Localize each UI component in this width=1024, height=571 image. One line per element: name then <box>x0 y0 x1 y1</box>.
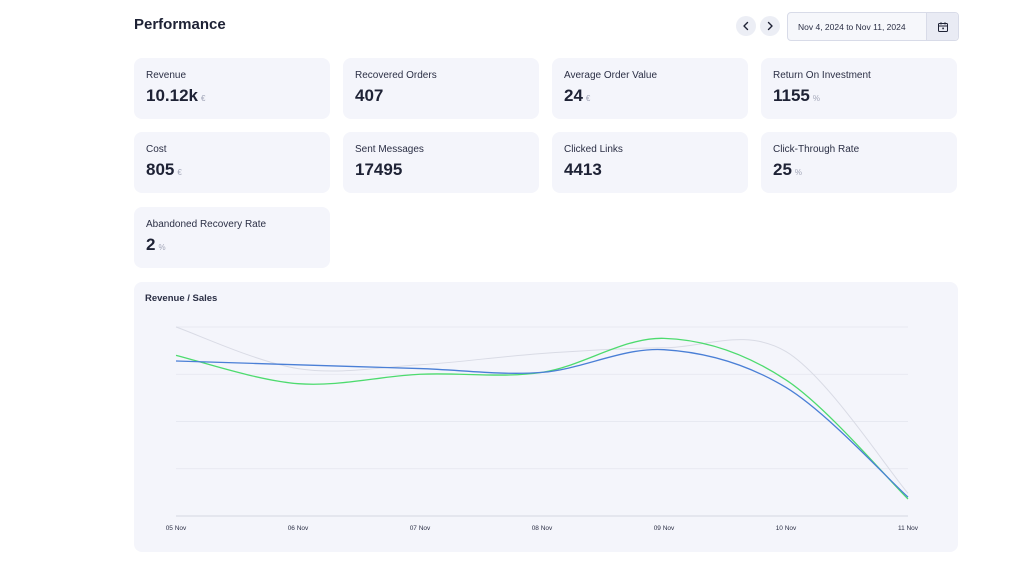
kpi-label: Cost <box>146 144 167 155</box>
x-tick-label: 08 Nov <box>532 525 553 532</box>
kpi-card-average-order-value: Average Order Value 24 € <box>552 58 748 119</box>
calendar-icon <box>937 21 948 32</box>
kpi-value: 407 <box>355 86 384 105</box>
x-tick-label: 05 Nov <box>166 525 187 532</box>
kpi-unit: € <box>177 168 182 177</box>
series-line-1 <box>175 337 909 500</box>
kpi-card-abandoned-recovery-rate: Abandoned Recovery Rate 2% <box>134 207 330 268</box>
date-range-picker[interactable]: Nov 4, 2024 to Nov 11, 2024 <box>787 12 959 41</box>
series-line-0 <box>175 348 909 498</box>
x-tick-label: 09 Nov <box>654 525 675 532</box>
kpi-unit: % <box>158 243 166 252</box>
x-tick-label: 07 Nov <box>410 525 431 532</box>
kpi-label: Sent Messages <box>355 144 424 155</box>
kpi-card-recovered-orders: Recovered Orders 407 <box>343 58 539 119</box>
kpi-card-sent-messages: Sent Messages 17495 <box>343 132 539 193</box>
chevron-right-icon <box>767 21 773 31</box>
calendar-button[interactable] <box>926 13 958 40</box>
chart-title: Revenue / Sales <box>145 293 218 304</box>
kpi-label: Recovered Orders <box>355 70 437 81</box>
kpi-label: Revenue <box>146 70 187 81</box>
kpi-card-cost: Cost 805 € <box>134 132 330 193</box>
kpi-card-click-through-rate: Click-Through Rate 25% <box>761 132 957 193</box>
kpi-unit: € <box>585 94 591 103</box>
kpi-unit: % <box>794 168 803 177</box>
kpi-card-revenue: Revenue 10.12k € <box>134 58 330 119</box>
page-title: Performance <box>134 16 226 33</box>
prev-period-button[interactable] <box>736 16 756 36</box>
kpi-label: Average Order Value <box>564 70 658 81</box>
next-period-button[interactable] <box>760 16 780 36</box>
kpi-value: 17495 <box>355 160 403 179</box>
x-tick-label: 11 Nov <box>898 525 919 532</box>
kpi-unit: € <box>201 94 206 103</box>
kpi-card-clicked-links: Clicked Links 4413 <box>552 132 748 193</box>
kpi-label: Return On Investment <box>773 70 871 81</box>
date-range-text[interactable]: Nov 4, 2024 to Nov 11, 2024 <box>798 21 906 32</box>
line-chart: 05 Nov 06 Nov 07 Nov 08 Nov 09 Nov 10 Nov 11 N… <box>166 326 919 532</box>
kpi-value: 805 <box>146 160 175 179</box>
kpi-value: 25 <box>773 160 792 179</box>
kpi-value: 10.12k <box>146 86 198 105</box>
series-line-2 <box>175 326 909 494</box>
kpi-value: 1155 <box>773 86 810 105</box>
kpi-value: 2 <box>146 235 156 254</box>
revenue-sales-chart: Revenue / Sales 05 Nov 06 Nov 07 Nov 08 Nov… <box>134 282 958 552</box>
chevron-left-icon <box>743 21 749 31</box>
x-tick-label: 06 Nov <box>288 525 309 532</box>
kpi-value: 24 <box>564 86 583 105</box>
kpi-value: 4413 <box>564 160 602 179</box>
kpi-label: Click-Through Rate <box>773 144 860 155</box>
kpi-unit: % <box>812 94 821 103</box>
kpi-card-return-on-investment: Return On Investment 1155% <box>761 58 957 119</box>
kpi-label: Clicked Links <box>564 144 623 155</box>
kpi-label: Abandoned Recovery Rate <box>146 219 267 230</box>
x-tick-label: 10 Nov <box>776 525 797 532</box>
